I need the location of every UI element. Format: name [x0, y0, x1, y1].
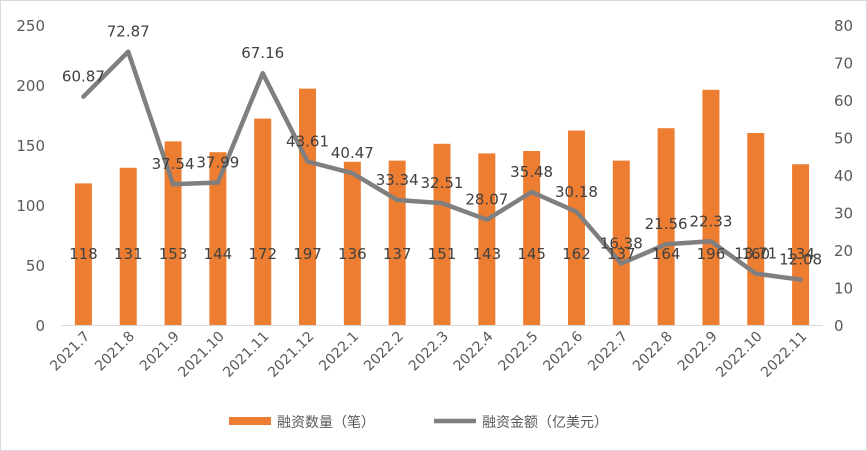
line-data-label: 60.87 [62, 68, 105, 86]
line-data-label: 32.51 [421, 174, 464, 192]
x-tick-label: 2021.11 [220, 329, 272, 381]
bar [747, 133, 765, 325]
bar [702, 89, 720, 325]
x-tick-label: 2021.10 [175, 329, 227, 381]
bar-data-label: 118 [69, 245, 98, 263]
y-right-tick-label: 10 [834, 280, 853, 298]
x-tick-label: 2022.1 [316, 329, 362, 375]
x-tick-label: 2021.8 [92, 329, 138, 375]
bar-data-label: 145 [517, 245, 546, 263]
bar [433, 143, 451, 325]
bar-data-label: 143 [473, 245, 502, 263]
y-right-tick-label: 0 [834, 317, 844, 335]
x-tick-label: 2022.6 [540, 328, 586, 374]
bar-data-label: 131 [114, 245, 143, 263]
bar [792, 164, 810, 325]
bar [209, 152, 227, 325]
y-right-tick-label: 70 [834, 55, 853, 73]
line-data-label: 12.08 [779, 251, 822, 269]
y-left-tick-label: 100 [16, 197, 45, 215]
y-right-tick-label: 30 [834, 205, 853, 223]
bar [299, 88, 317, 325]
line-data-label: 30.18 [555, 183, 598, 201]
bar-data-label: 160 [741, 245, 770, 263]
line-data-label: 37.54 [152, 155, 195, 173]
y-left-tick-label: 250 [16, 17, 45, 35]
y-right-tick-label: 60 [834, 92, 853, 110]
y-right-tick-label: 80 [834, 17, 853, 35]
line-data-label: 22.33 [689, 212, 732, 230]
bar-data-label: 153 [159, 245, 188, 263]
y-left-tick-label: 0 [35, 317, 45, 335]
line-data-label: 13.71 [734, 245, 777, 263]
line-data-label: 72.87 [107, 23, 150, 41]
y-right-tick-label: 20 [834, 242, 853, 260]
bar [567, 130, 585, 325]
x-tick-label: 2022.3 [406, 329, 452, 375]
x-tick-label: 2022.10 [713, 329, 765, 381]
bar-data-label: 137 [383, 245, 412, 263]
bar-data-label: 137 [607, 245, 636, 263]
line-data-label: 28.07 [465, 191, 508, 209]
bar [657, 128, 675, 325]
bar [343, 161, 361, 325]
x-tick-label: 2022.11 [758, 329, 810, 381]
x-tick-label: 2021.12 [265, 329, 317, 381]
bar [254, 118, 272, 325]
legend-label-line: 融资金额（亿美元） [482, 415, 608, 431]
bar-data-label: 164 [652, 245, 681, 263]
bar [478, 153, 496, 325]
bar [119, 167, 137, 325]
bar-data-label: 136 [338, 245, 367, 263]
y-right-tick-label: 40 [834, 167, 853, 185]
line-data-label: 16.38 [600, 235, 643, 253]
line-data-label: 43.61 [286, 132, 329, 150]
bar-data-label: 162 [562, 245, 591, 263]
bar [612, 160, 630, 325]
legend-swatch-bars [229, 417, 271, 425]
legend-label-bars: 融资数量（笔） [277, 415, 375, 431]
bar [74, 183, 92, 325]
bar-data-label: 144 [204, 245, 233, 263]
bar-data-label: 197 [293, 245, 322, 263]
bar-data-label: 134 [786, 245, 815, 263]
x-tick-label: 2022.5 [496, 329, 542, 375]
x-tick-label: 2022.8 [630, 329, 676, 375]
line-data-label: 40.47 [331, 144, 374, 162]
bar-data-label: 151 [428, 245, 457, 263]
line-data-label: 67.16 [241, 44, 284, 62]
line-data-label: 33.34 [376, 171, 419, 189]
y-left-tick-label: 150 [16, 137, 45, 155]
bar-data-label: 196 [697, 245, 726, 263]
y-right-tick-label: 50 [834, 130, 853, 148]
bar [164, 141, 182, 325]
y-left-tick-label: 200 [16, 77, 45, 95]
x-tick-label: 2022.2 [361, 329, 407, 375]
x-tick-label: 2021.7 [47, 329, 93, 375]
line-data-label: 37.99 [196, 154, 239, 172]
line-data-label: 21.56 [645, 215, 688, 233]
x-tick-label: 2022.4 [451, 328, 497, 374]
line-data-label: 35.48 [510, 163, 553, 181]
line-series [81, 49, 803, 282]
bar-data-label: 172 [248, 245, 277, 263]
y-left-tick-label: 50 [26, 257, 45, 275]
x-tick-label: 2022.7 [585, 329, 631, 375]
